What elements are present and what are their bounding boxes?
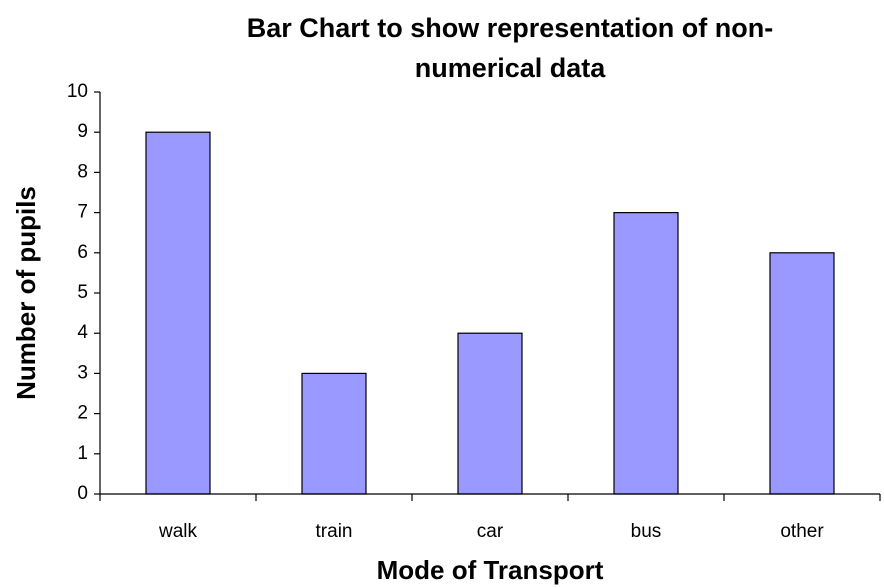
x-tick-label: car bbox=[477, 521, 504, 542]
bar bbox=[301, 372, 367, 495]
x-tick-label: train bbox=[316, 521, 353, 542]
x-tick-label: other bbox=[780, 521, 824, 542]
bar bbox=[769, 252, 835, 495]
x-tick-label: walk bbox=[158, 521, 198, 542]
y-tick-label: 9 bbox=[77, 121, 88, 142]
y-tick-label: 1 bbox=[77, 443, 88, 464]
y-tick-label: 3 bbox=[77, 362, 88, 383]
y-tick-label: 10 bbox=[67, 81, 88, 102]
y-tick-label: 2 bbox=[77, 403, 88, 424]
y-tick-label: 7 bbox=[77, 202, 88, 223]
bar bbox=[457, 332, 523, 495]
bar bbox=[613, 212, 679, 495]
y-tick-label: 5 bbox=[77, 282, 88, 303]
y-axis-title: Number of pupils bbox=[11, 186, 41, 400]
bar bbox=[145, 131, 211, 495]
y-tick-label: 6 bbox=[77, 242, 88, 263]
x-axis-title: Mode of Transport bbox=[377, 555, 604, 585]
chart-title: Bar Chart to show representation of non-… bbox=[246, 13, 774, 83]
x-tick-label: bus bbox=[631, 521, 662, 542]
y-tick-label: 8 bbox=[77, 161, 88, 182]
y-tick-label: 4 bbox=[77, 322, 88, 343]
y-tick-label: 0 bbox=[77, 483, 88, 504]
